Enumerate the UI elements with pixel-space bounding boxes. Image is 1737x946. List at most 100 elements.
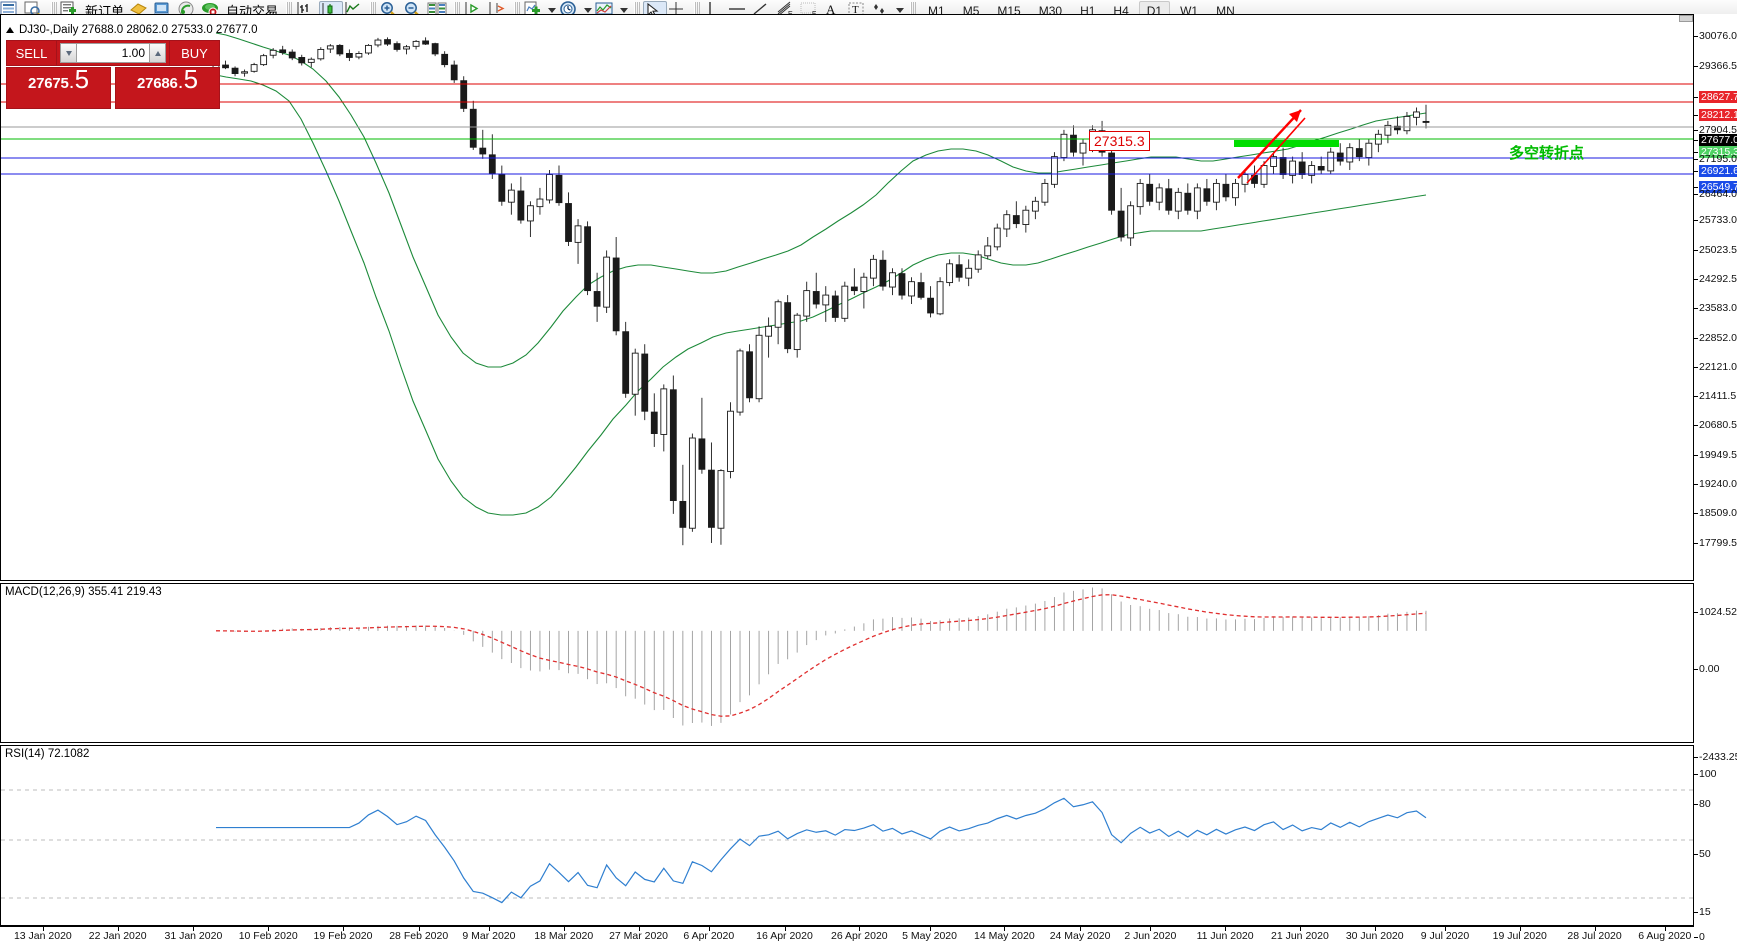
sell-label[interactable]: SELL	[6, 40, 57, 66]
candle-body	[1146, 183, 1154, 202]
time-axis-tick	[268, 927, 270, 931]
price-axis-label: 30076.0	[1699, 30, 1737, 42]
shapes-icon[interactable]	[871, 1, 895, 21]
candle-body	[269, 49, 277, 56]
candle-body	[1155, 187, 1163, 203]
text-icon[interactable]: A	[823, 1, 847, 21]
price-axis-tick	[1694, 220, 1698, 221]
shapes-dropdown-icon[interactable]	[896, 8, 905, 13]
buy-label[interactable]: BUY	[169, 40, 220, 66]
price-axis-label: 0.00	[1699, 663, 1720, 675]
macd-title: MACD(12,26,9) 355.41 219.43	[5, 586, 162, 598]
candle-body	[231, 67, 239, 74]
price-axis-tick	[1694, 912, 1698, 913]
new-chart-dropdown-icon[interactable]	[548, 8, 557, 13]
candle-body	[650, 411, 658, 434]
candle-body	[879, 259, 887, 287]
price-axis-tick	[1694, 97, 1698, 98]
time-axis-label: 18 Mar 2020	[534, 930, 594, 942]
time-axis-label: 2 Jun 2020	[1124, 930, 1177, 942]
market-watch-icon[interactable]	[0, 1, 24, 21]
expert-advisors-icon[interactable]	[129, 1, 153, 21]
period-dropdown-icon[interactable]	[584, 8, 593, 13]
price-axis-label: 100	[1699, 768, 1717, 780]
time-axis[interactable]: 13 Jan 2020 22 Jan 2020 31 Jan 2020 10 Feb …	[0, 926, 1694, 946]
indicators-icon[interactable]	[595, 1, 619, 21]
horizontal-line-icon[interactable]	[727, 1, 751, 21]
candle-body	[222, 64, 229, 69]
candle-body	[1136, 182, 1144, 208]
candle-body	[1174, 191, 1182, 212]
buy-price-fraction: 5	[183, 64, 199, 94]
price-axis-label: 0	[1699, 931, 1705, 943]
candle-body	[622, 331, 630, 394]
price-axis-tick	[1694, 774, 1698, 775]
price-axis-tick	[1694, 338, 1698, 339]
time-axis-label: 30 Jun 2020	[1345, 930, 1404, 942]
time-axis-tick	[418, 927, 420, 931]
time-axis-tick	[563, 927, 565, 931]
price-axis-label: 17799.5	[1699, 537, 1737, 549]
volume-decrease-button[interactable]	[60, 43, 77, 63]
trendline-icon[interactable]	[751, 1, 775, 21]
price-axis-label: 27677.0	[1699, 134, 1737, 146]
vertical-line-icon[interactable]	[703, 1, 727, 21]
autotrading-icon[interactable]	[201, 1, 225, 21]
candle-body	[1193, 187, 1201, 212]
chart-scroll-indicator[interactable]	[1679, 15, 1693, 22]
candle-body	[1127, 205, 1135, 239]
volume-input[interactable]: 1.00	[77, 43, 149, 63]
one-click-trading-panel[interactable]: SELL 1.00 BUY 27675 . 5 27686 . 5	[6, 40, 220, 109]
price-axis[interactable]: 30076.0 29366.5 28627.7 28212.1 27904.5 27677…	[1694, 14, 1737, 943]
candle-body	[517, 190, 525, 221]
time-axis-tick	[1299, 927, 1301, 931]
price-axis-label: 1024.52	[1699, 606, 1737, 618]
candle-body	[1232, 182, 1239, 199]
macd-indicator-pane[interactable]: MACD(12,26,9) 355.41 219.43	[0, 583, 1694, 743]
zoom-out-icon[interactable]	[403, 1, 427, 21]
candle-body	[631, 352, 639, 395]
buy-button[interactable]: 27686 . 5	[115, 64, 220, 109]
price-chart-pane[interactable]: 27315.3 多空转折点	[0, 14, 1694, 581]
candle-body	[431, 43, 439, 55]
candle-body	[1384, 124, 1392, 136]
candle-body	[1413, 111, 1420, 118]
collapse-triangle-icon[interactable]	[6, 27, 14, 33]
price-axis-tick	[1694, 250, 1698, 251]
time-axis-tick	[1374, 927, 1376, 931]
candle-body	[784, 302, 792, 350]
price-axis-label: 20680.5	[1699, 419, 1737, 431]
time-axis-tick	[1150, 927, 1152, 931]
candle-body	[936, 281, 944, 315]
signals-icon[interactable]	[177, 1, 201, 21]
period-clock-icon[interactable]	[559, 0, 583, 21]
volume-increase-button[interactable]	[149, 43, 166, 63]
terminal-icon[interactable]	[153, 1, 177, 21]
time-axis-label: 5 May 2020	[902, 930, 957, 942]
candle-body	[746, 351, 753, 399]
candle-body	[403, 46, 410, 50]
candle-body	[555, 174, 563, 204]
candle-body	[1051, 156, 1058, 185]
zoom-in-icon[interactable]	[379, 1, 403, 21]
sell-button[interactable]: 27675 . 5	[6, 66, 111, 109]
symbol-info-bar[interactable]: DJ30-,Daily 27688.0 28062.0 27533.0 2767…	[0, 23, 258, 37]
time-axis-tick	[929, 927, 931, 931]
candle-body	[1060, 133, 1068, 158]
crosshair-icon[interactable]	[667, 1, 691, 21]
price-axis-label: 27315.3	[1699, 146, 1737, 158]
rsi-svg	[1, 789, 1693, 904]
candle-body	[841, 285, 849, 319]
price-axis-tick	[1694, 194, 1698, 195]
candle-body	[422, 40, 430, 45]
candle-body	[450, 64, 458, 81]
price-callout-annotation[interactable]: 27315.3	[1089, 131, 1150, 151]
candle-body	[393, 43, 401, 50]
candle-body	[1184, 192, 1192, 211]
indicators-dropdown-icon[interactable]	[620, 8, 629, 13]
toolbar-separator	[910, 1, 917, 20]
time-axis-label: 16 Apr 2020	[756, 930, 813, 942]
rsi-indicator-pane[interactable]: RSI(14) 72.1082	[0, 745, 1694, 926]
buy-price-separator: .	[178, 75, 183, 91]
candle-body	[1336, 152, 1344, 162]
